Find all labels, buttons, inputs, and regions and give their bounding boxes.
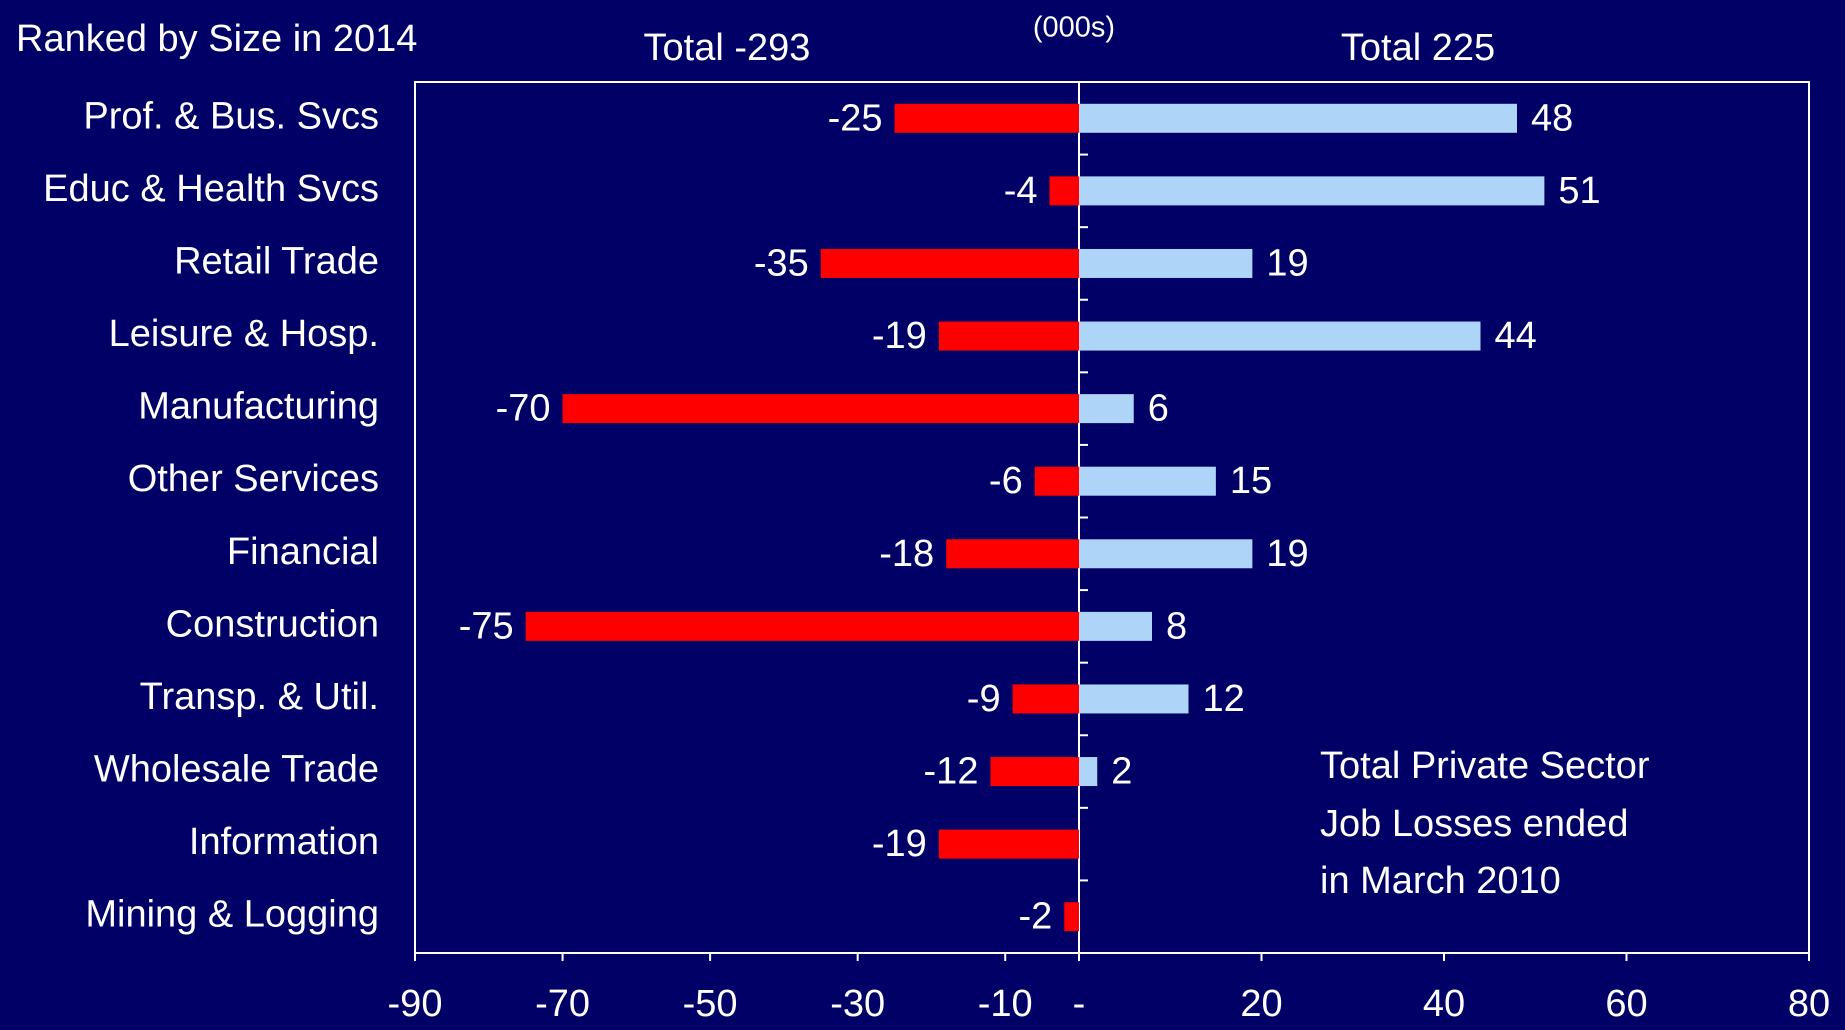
x-tick-label: 20	[1240, 983, 1282, 1025]
data-label: -12	[924, 751, 979, 793]
x-tick-label: -70	[535, 983, 590, 1025]
units-label: (000s)	[1033, 12, 1115, 44]
data-label: -4	[1004, 170, 1038, 212]
data-label: 2	[1111, 751, 1132, 793]
category-label: Construction	[166, 603, 379, 645]
data-label: -18	[879, 533, 934, 575]
data-label: 6	[1148, 388, 1169, 430]
category-label: Manufacturing	[138, 386, 379, 428]
bar	[1049, 176, 1079, 206]
data-label: 19	[1266, 242, 1308, 284]
data-label: -25	[828, 97, 883, 139]
category-label: Mining & Logging	[85, 894, 379, 936]
bar	[1079, 176, 1545, 206]
bar	[525, 611, 1079, 641]
category-label: Prof. & Bus. Svcs	[83, 95, 379, 137]
category-label: Educ & Health Svcs	[43, 168, 379, 210]
data-label: -19	[872, 823, 927, 865]
annotation: Total Private Sector	[1320, 745, 1650, 787]
annotation: Job Losses ended	[1320, 803, 1628, 845]
data-label: 12	[1203, 678, 1245, 720]
series-header: Total -293	[644, 27, 811, 69]
data-label: -6	[989, 460, 1023, 502]
bar	[938, 321, 1079, 351]
category-label: Financial	[227, 531, 379, 573]
x-tick-label: -10	[978, 983, 1033, 1025]
bar	[1079, 321, 1481, 351]
bar	[1079, 757, 1098, 787]
category-label: Retail Trade	[174, 240, 379, 282]
bar	[1079, 611, 1152, 641]
data-label: 19	[1266, 533, 1308, 575]
data-label: -70	[496, 388, 551, 430]
category-label: Transp. & Util.	[140, 676, 379, 718]
x-tick-label: 40	[1423, 983, 1465, 1025]
chart-title: Ranked by Size in 2014	[16, 18, 417, 60]
bar	[894, 103, 1079, 133]
series-header: Total 225	[1341, 27, 1495, 69]
bar	[1012, 684, 1079, 714]
data-label: -9	[967, 678, 1001, 720]
data-label: 15	[1230, 460, 1272, 502]
x-tick-label: -50	[683, 983, 738, 1025]
bar	[938, 829, 1079, 859]
bar	[820, 248, 1079, 278]
data-label: 8	[1166, 605, 1187, 647]
data-label: -35	[754, 242, 809, 284]
category-label: Information	[189, 821, 379, 863]
x-tick-label: -30	[830, 983, 885, 1025]
plot-frame	[414, 81, 1810, 954]
category-label: Wholesale Trade	[94, 749, 379, 791]
bar	[1034, 466, 1079, 496]
data-label: 44	[1495, 315, 1537, 357]
bar	[1079, 103, 1517, 133]
bar	[1064, 902, 1079, 932]
bar	[1079, 394, 1134, 424]
data-label: -2	[1018, 896, 1052, 938]
bar	[1079, 539, 1253, 569]
bar	[946, 539, 1079, 569]
bar	[562, 394, 1079, 424]
data-label: 51	[1558, 170, 1600, 212]
category-label: Other Services	[128, 458, 379, 500]
x-tick-label: -90	[388, 983, 443, 1025]
x-tick-label: 80	[1788, 983, 1830, 1025]
category-label: Leisure & Hosp.	[109, 313, 379, 355]
bar	[1079, 684, 1189, 714]
annotation: in March 2010	[1320, 860, 1561, 902]
bar	[990, 757, 1079, 787]
data-label: -19	[872, 315, 927, 357]
x-tick-label: -	[1073, 983, 1086, 1025]
data-label: 48	[1531, 97, 1573, 139]
bar	[1079, 466, 1216, 496]
bar	[1079, 248, 1253, 278]
data-label: -75	[459, 605, 514, 647]
x-tick-label: 60	[1605, 983, 1647, 1025]
